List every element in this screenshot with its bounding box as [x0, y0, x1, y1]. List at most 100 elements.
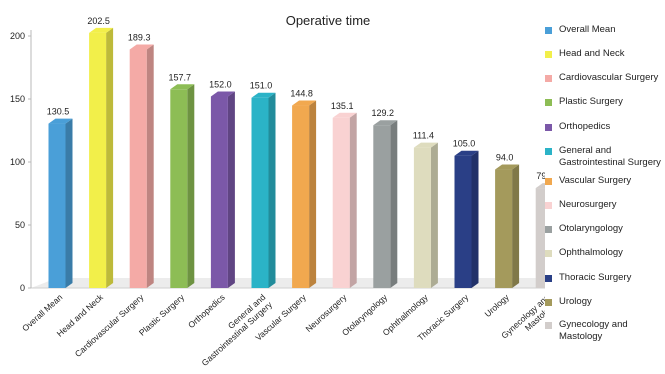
data-label: 94.0 — [496, 153, 514, 163]
bar — [332, 112, 357, 288]
bar-top — [251, 92, 276, 98]
data-label: 129.2 — [372, 108, 395, 118]
legend-swatch — [545, 250, 552, 257]
bar-side — [512, 164, 520, 288]
bar-side — [349, 112, 357, 288]
chart-svg: Operative time 0 50 100 150 200 130.5 202.5 18… — [10, 13, 545, 368]
bar — [170, 84, 195, 288]
value-labels: 130.5 202.5 189.3 157.7 152.0 151.0 144.8 135.1… — [47, 16, 545, 181]
data-label: 144.8 — [290, 89, 313, 99]
legend-item: Otolaryngology — [545, 223, 665, 235]
bar-top — [292, 100, 317, 106]
x-tick-label: Urology — [482, 292, 511, 320]
data-label: 152.0 — [209, 79, 232, 89]
bar — [535, 183, 545, 288]
legend-label: Overall Mean — [559, 24, 616, 35]
bar-front — [89, 32, 107, 288]
bar-top — [454, 150, 479, 156]
bar-side — [187, 84, 195, 288]
legend: Overall Mean Head and Neck Cardiovascular … — [545, 24, 665, 343]
legend-swatch — [545, 226, 552, 233]
bar-side — [65, 118, 73, 288]
bar-top — [48, 118, 73, 124]
data-label: 111.4 — [413, 131, 434, 141]
bar-side — [106, 27, 114, 288]
bar — [251, 92, 276, 289]
bar-front — [454, 155, 472, 288]
y-axis: 0 50 100 150 200 — [10, 30, 32, 293]
legend-item: Neurosurgery — [545, 199, 665, 211]
legend-item: Ophthalmology — [545, 247, 665, 259]
legend-item: Cardiovascular Surgery — [545, 72, 665, 84]
bar — [129, 44, 154, 289]
bar — [454, 150, 479, 288]
data-label: 157.7 — [169, 72, 192, 82]
legend-swatch — [545, 51, 552, 58]
bar-front — [332, 117, 350, 288]
bar-side — [268, 92, 276, 289]
bar-top — [129, 44, 154, 50]
legend-swatch — [545, 202, 552, 209]
legend-item: Head and Neck — [545, 48, 665, 60]
legend-label: Head and Neck — [559, 48, 625, 59]
bar-top — [535, 183, 545, 189]
bar-front — [170, 89, 188, 288]
legend-swatch — [545, 322, 552, 329]
bar-side — [430, 142, 438, 288]
y-tick-label: 150 — [10, 94, 25, 104]
bar — [292, 100, 317, 288]
data-label: 151.0 — [250, 81, 273, 91]
bar-top — [413, 142, 438, 148]
legend-label: General and Gastrointestinal Surgery — [559, 145, 661, 168]
bar-top — [373, 120, 398, 126]
legend-swatch — [545, 275, 552, 282]
legend-label: Plastic Surgery — [559, 96, 623, 107]
bar-top — [332, 112, 357, 118]
bar-front — [535, 188, 545, 288]
bar — [48, 118, 73, 288]
bar-front — [413, 147, 431, 288]
x-tick-label: Cardiovascular Surgery — [73, 292, 146, 359]
legend-label: Otolaryngology — [559, 223, 623, 234]
legend-swatch — [545, 148, 552, 155]
bar-top — [495, 164, 520, 170]
x-tick-label-line: Orthopedics — [186, 292, 227, 330]
legend-label: Thoracic Surgery — [559, 272, 632, 283]
legend-swatch — [545, 27, 552, 34]
x-tick-label-line: Urology — [482, 292, 511, 320]
bars — [48, 27, 545, 289]
bar — [413, 142, 438, 288]
bar-side — [390, 120, 398, 288]
legend-label: Ophthalmology — [559, 247, 623, 258]
legend-item: Plastic Surgery — [545, 96, 665, 108]
legend-swatch — [545, 299, 552, 306]
legend-swatch — [545, 124, 552, 131]
legend-item: Vascular Surgery — [545, 175, 665, 187]
bar-front — [292, 105, 310, 288]
bar-front — [251, 97, 269, 289]
bar-side — [471, 150, 479, 288]
y-tick-label: 0 — [20, 283, 25, 293]
legend-swatch — [545, 75, 552, 82]
bar — [89, 27, 114, 288]
legend-label: Orthopedics — [559, 121, 611, 132]
bar-front — [495, 169, 513, 288]
data-label: 130.5 — [47, 107, 70, 117]
bar-front — [48, 123, 66, 288]
data-label: 79.3 — [536, 171, 545, 181]
bar-top — [170, 84, 195, 90]
y-tick-label: 200 — [10, 31, 25, 41]
legend-label: Vascular Surgery — [559, 175, 632, 186]
chart-title: Operative time — [286, 13, 371, 28]
bar-front — [210, 96, 228, 288]
legend-item: Overall Mean — [545, 24, 665, 36]
legend-label: Gynecology and Mastology — [559, 319, 628, 342]
y-tick-label: 50 — [15, 220, 25, 230]
x-tick-label-line: Cardiovascular Surgery — [73, 292, 146, 359]
legend-label: Cardiovascular Surgery — [559, 72, 659, 83]
legend-swatch — [545, 99, 552, 106]
legend-label: Urology — [559, 296, 592, 307]
legend-item: Urology — [545, 296, 665, 308]
